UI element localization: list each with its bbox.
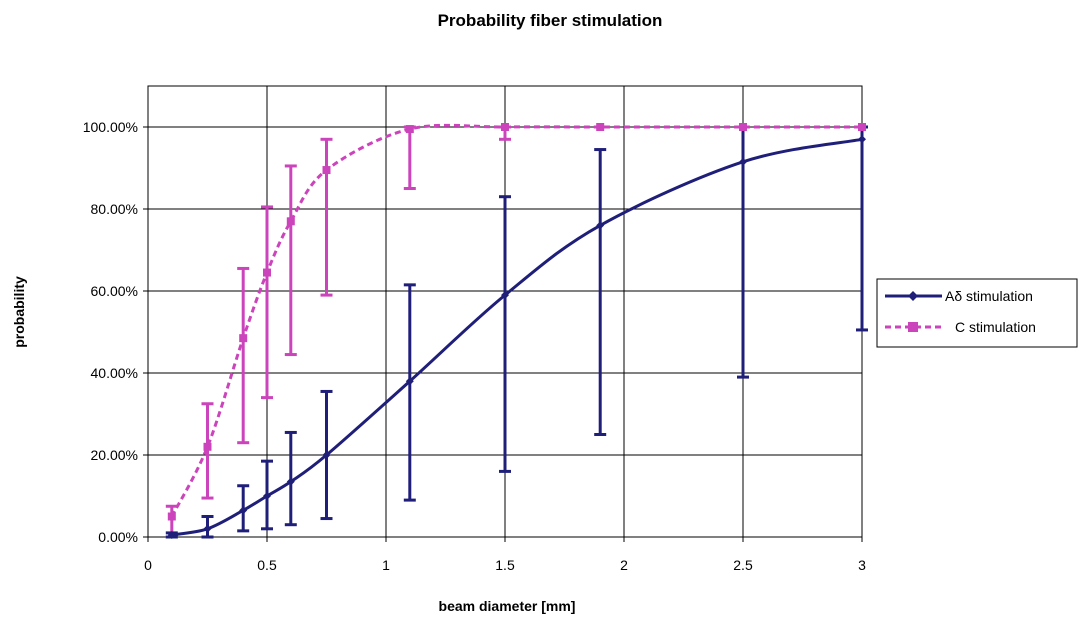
chart-title: Probability fiber stimulation — [438, 11, 663, 30]
data-point-ad — [405, 377, 414, 386]
x-tick-label: 0.5 — [257, 557, 277, 573]
error-bar-layer — [165, 125, 868, 539]
series-line-c — [170, 123, 862, 518]
legend-box — [876, 278, 1078, 348]
data-point-c — [239, 334, 248, 343]
data-point-ad — [239, 506, 248, 515]
x-axis-label: beam diameter [mm] — [439, 598, 576, 614]
x-tick-label: 0 — [144, 557, 152, 573]
data-point-ad — [739, 157, 747, 166]
y-tick-label: 0.00% — [98, 529, 138, 545]
series-line-ad — [171, 137, 863, 537]
legend-marker-ad — [908, 291, 918, 301]
y-tick-label: 100.00% — [83, 119, 138, 135]
x-tick-label: 3 — [858, 557, 866, 573]
data-point-ad — [286, 477, 295, 486]
data-point-c — [167, 512, 176, 521]
marker-layer — [167, 123, 866, 539]
data-point-ad — [263, 492, 271, 500]
y-tick-label: 60.00% — [91, 283, 138, 299]
legend: Aδ stimulation C stimulation — [876, 278, 1078, 348]
y-tick-label: 20.00% — [91, 447, 138, 463]
y-axis-label: probability — [11, 276, 27, 348]
y-tick-label: 80.00% — [91, 201, 138, 217]
y-tick-label: 40.00% — [91, 365, 138, 381]
x-tick-label: 1.5 — [495, 557, 515, 573]
data-point-c — [203, 442, 212, 451]
data-point-ad — [858, 135, 866, 144]
series-line-layer — [170, 123, 863, 537]
x-tick-label: 1 — [382, 557, 390, 573]
grid-layer — [143, 85, 863, 542]
data-point-c — [263, 268, 271, 277]
tick-label-layer: 0 0.5 1 1.5 2 2.5 3 0.00% 20.00% 40.00% 60.00% 80.0… — [83, 119, 866, 573]
x-tick-label: 2 — [620, 557, 628, 573]
data-point-c — [858, 123, 866, 131]
data-point-ad — [501, 291, 509, 300]
legend-label-ad: Aδ stimulation — [945, 288, 1033, 304]
data-point-c — [405, 125, 414, 134]
data-point-ad — [203, 524, 212, 533]
data-point-ad — [167, 530, 176, 539]
legend-label-c: C stimulation — [955, 319, 1036, 335]
data-point-c — [322, 166, 331, 175]
x-tick-label: 2.5 — [733, 557, 753, 573]
data-point-c — [501, 123, 509, 131]
data-point-c — [596, 123, 605, 131]
legend-marker-c — [908, 322, 918, 332]
data-point-ad — [322, 451, 331, 459]
data-point-c — [286, 217, 295, 226]
data-point-ad — [596, 221, 605, 230]
data-point-c — [739, 123, 747, 131]
